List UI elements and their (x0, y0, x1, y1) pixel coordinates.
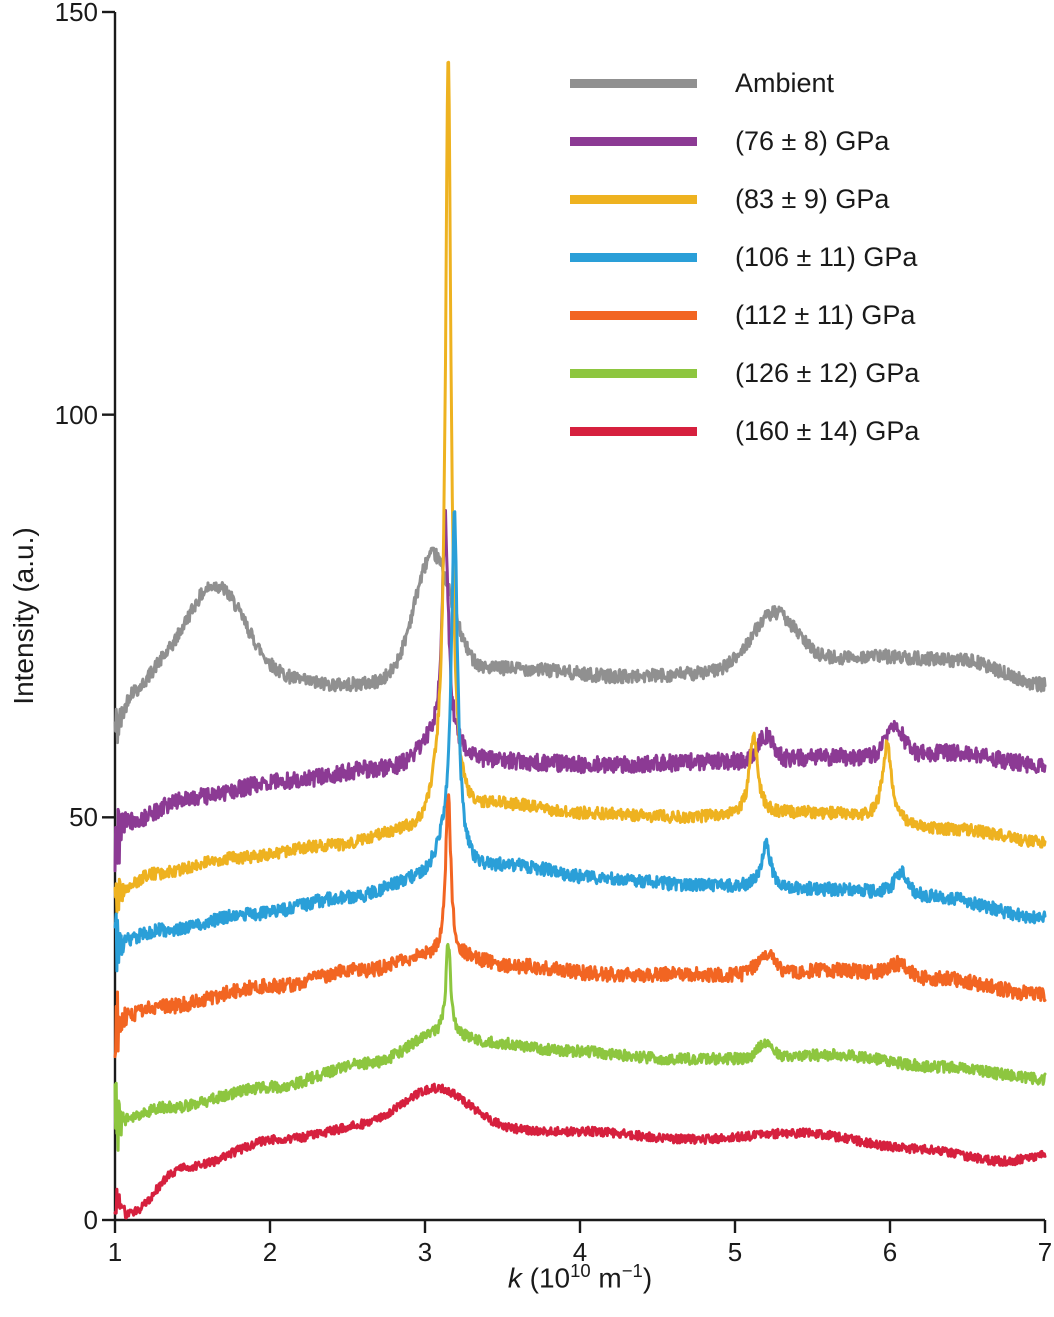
series-curve (113, 793, 1047, 1059)
legend-swatch (570, 426, 697, 436)
x-tick-label: 7 (1037, 1237, 1053, 1267)
series-curve (113, 1082, 1047, 1220)
x-axis-label: k (1010 m−1) (115, 1260, 1045, 1294)
legend-swatch (570, 194, 697, 204)
legend-label: (106 ± 11) GPa (735, 241, 918, 272)
x-axis-label-variable: k (507, 1262, 522, 1294)
legend-item: (126 ± 12) GPa (570, 354, 919, 392)
x-axis-label-close: ) (642, 1262, 653, 1294)
legend-label: (126 ± 12) GPa (735, 357, 920, 388)
x-tick-label: 4 (572, 1237, 588, 1267)
legend-swatch (570, 252, 697, 262)
legend-item: (83 ± 9) GPa (570, 180, 919, 218)
legend-item: (76 ± 8) GPa (570, 122, 919, 160)
x-axis-label-open: (10 (521, 1262, 571, 1294)
x-tick-label: 1 (107, 1237, 123, 1267)
series-curve (113, 509, 1047, 873)
y-axis-label: Intensity (a.u.) (8, 527, 39, 705)
legend-swatch (570, 310, 697, 320)
x-tick-label: 3 (417, 1237, 433, 1267)
x-tick-label: 6 (882, 1237, 898, 1267)
y-tick-label: 50 (69, 802, 98, 833)
series-curve (113, 510, 1047, 973)
y-tick-label: 100 (54, 399, 98, 430)
legend-item: (112 ± 11) GPa (570, 296, 919, 334)
x-tick-label: 2 (262, 1237, 278, 1267)
legend-swatch (570, 368, 697, 378)
y-tick-label: 150 (54, 0, 98, 27)
series-curve (113, 942, 1047, 1152)
legend-swatch (570, 136, 697, 146)
series-curve (113, 60, 1047, 914)
legend-item: (160 ± 14) GPa (570, 412, 919, 450)
x-tick-label: 5 (727, 1237, 743, 1267)
legend-label: (160 ± 14) GPa (735, 415, 920, 446)
legend: Ambient (76 ± 8) GPa (83 ± 9) GPa (106 ± 11… (570, 64, 919, 470)
legend-label: (83 ± 9) GPa (735, 183, 890, 214)
x-axis-label-exponent: 10 (570, 1260, 591, 1281)
legend-label: (76 ± 8) GPa (735, 125, 890, 156)
legend-label: (112 ± 11) GPa (735, 299, 916, 330)
legend-item: (106 ± 11) GPa (570, 238, 919, 276)
y-tick-label: 0 (83, 1205, 98, 1235)
x-axis-label-unit-exponent: −1 (621, 1260, 643, 1281)
legend-swatch (570, 78, 697, 88)
series-curve (113, 546, 1047, 745)
x-axis-label-unit: m (590, 1262, 622, 1294)
legend-label: Ambient (735, 67, 835, 98)
legend-item: Ambient (570, 64, 919, 102)
